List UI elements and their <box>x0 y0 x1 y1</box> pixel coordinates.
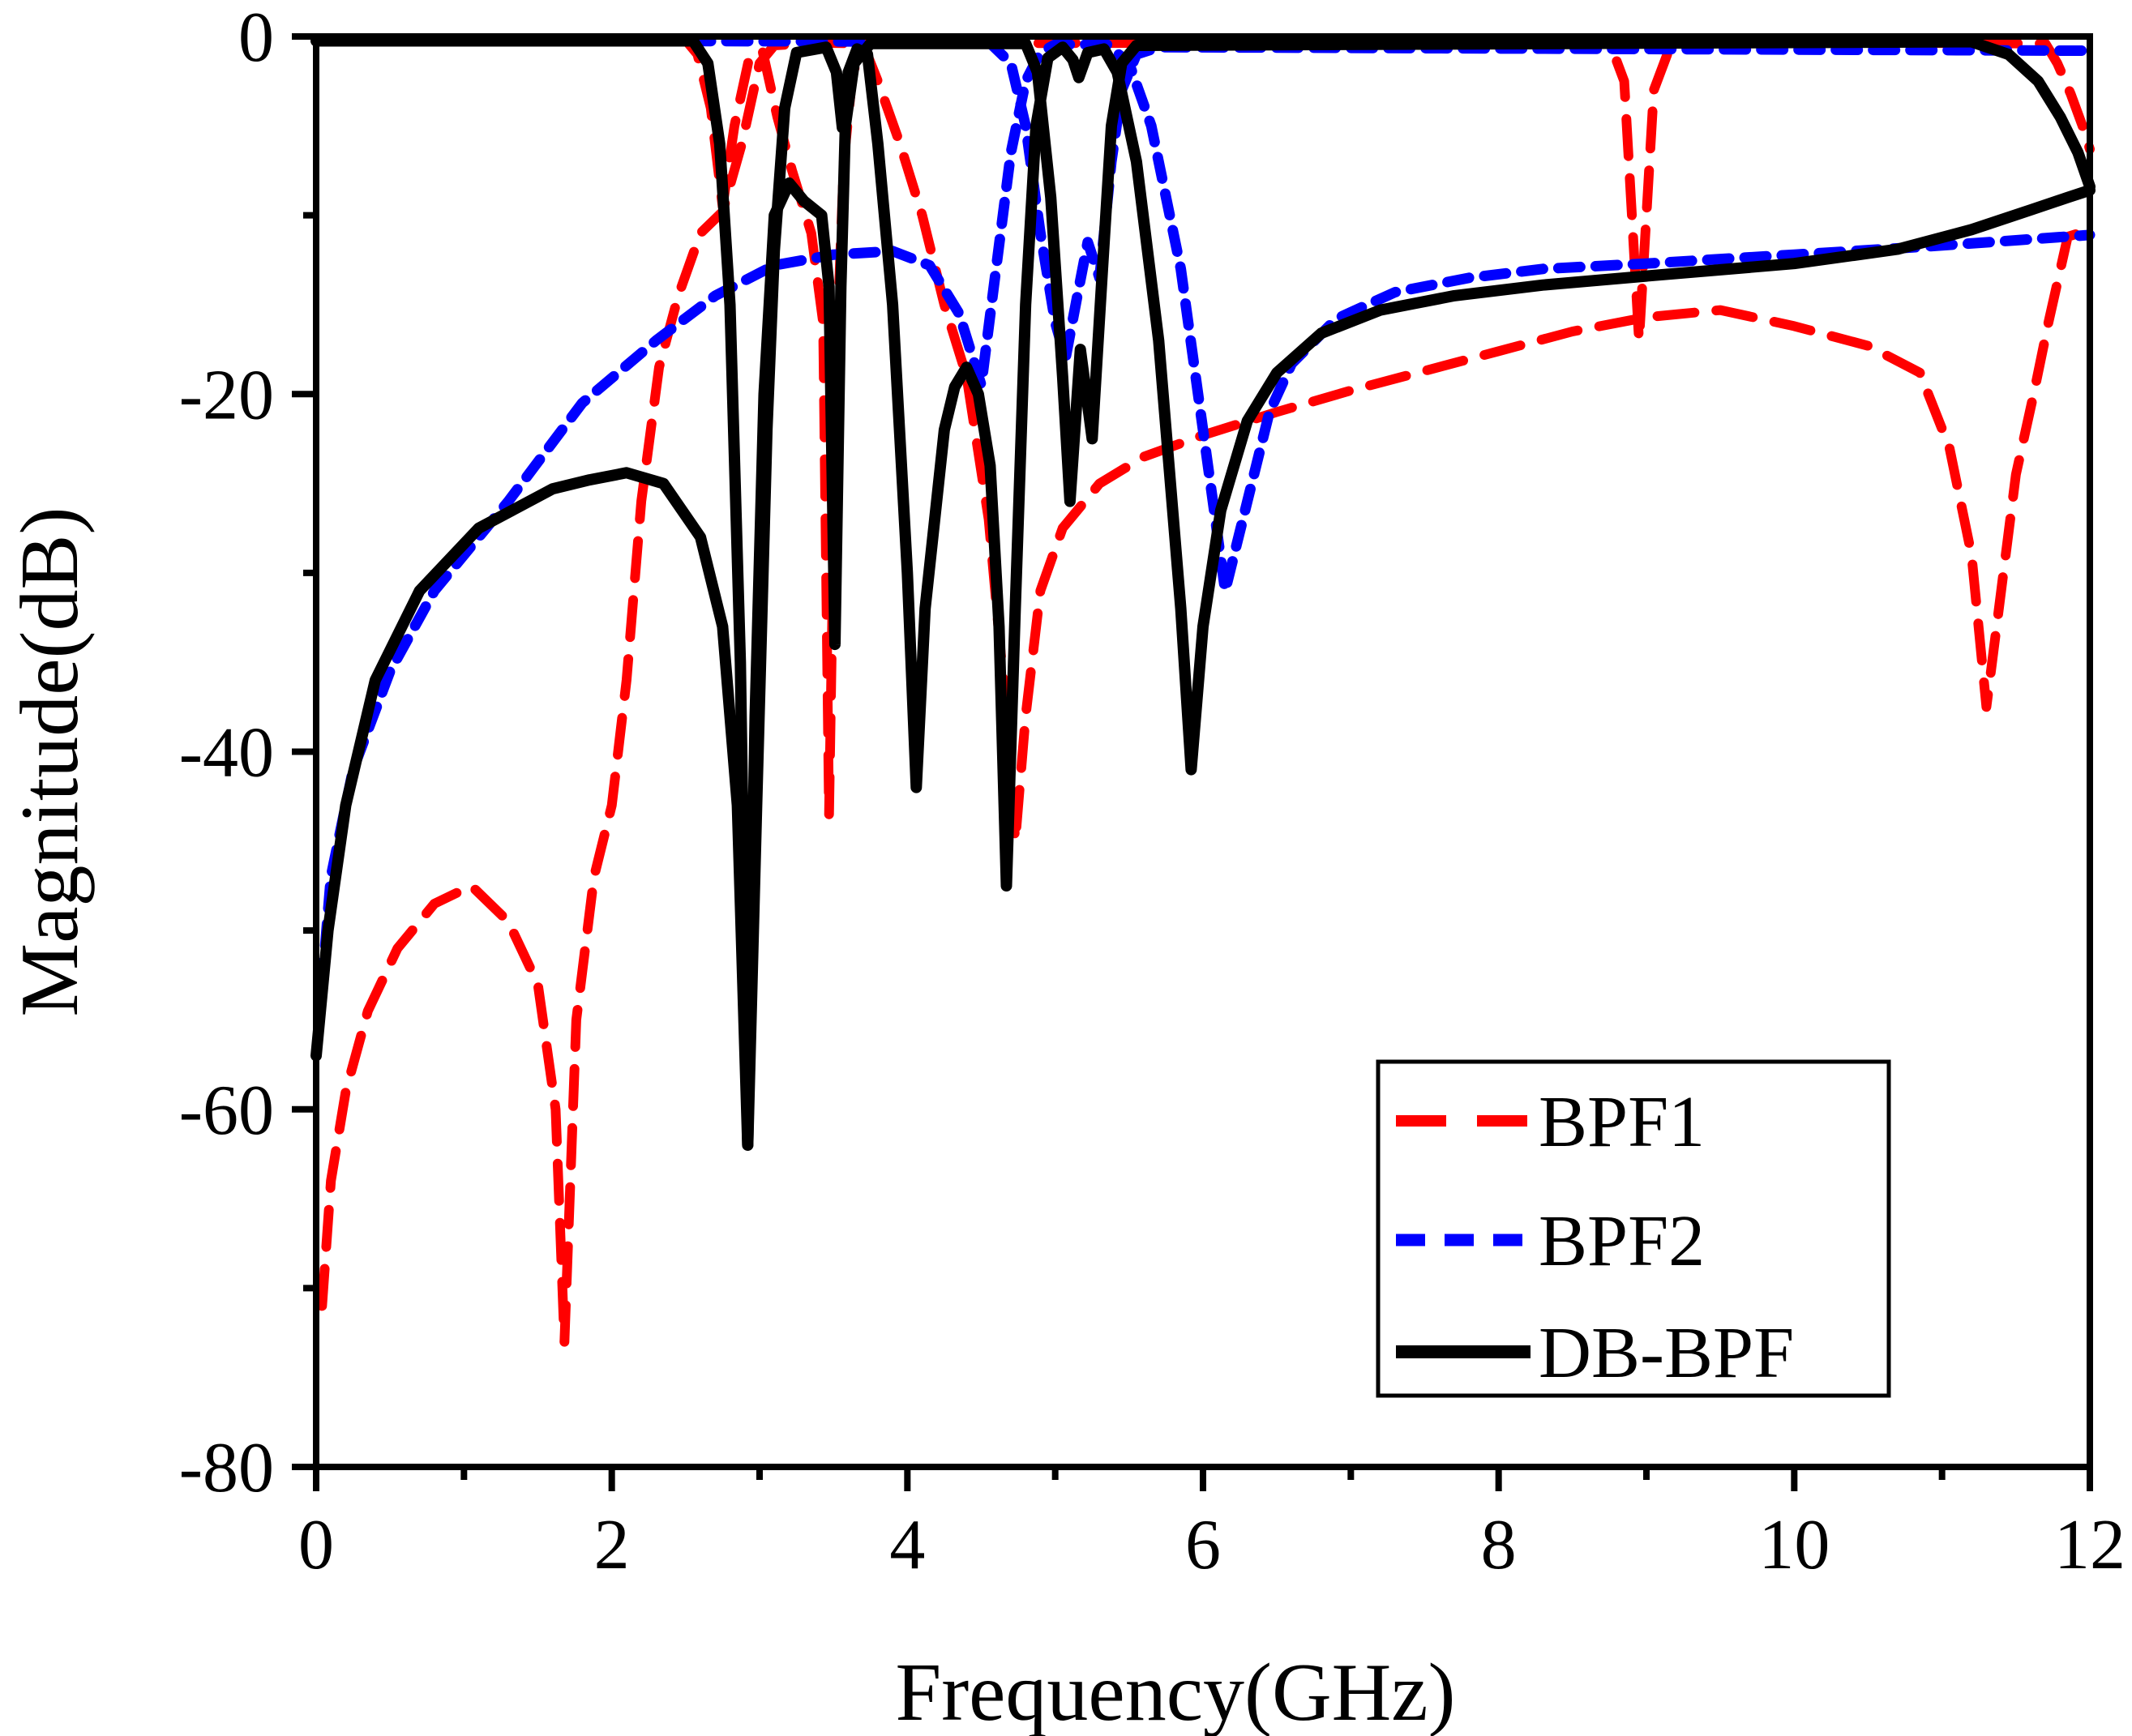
y-tick-label: -40 <box>179 714 274 793</box>
y-tick-label: -20 <box>179 356 274 434</box>
legend-label-bpf2: BPF2 <box>1539 1201 1705 1281</box>
tick-layer <box>292 33 2093 1491</box>
legend-box <box>1376 1059 1891 1398</box>
x-tick-label: 6 <box>1185 1506 1221 1584</box>
x-tick-label: 10 <box>1758 1506 1830 1584</box>
curve-layer <box>310 34 2096 1347</box>
tick-label-layer: 0 2 4 6 8 10 12 0 -20 -40 -60 -80 <box>179 0 2126 1584</box>
legend-label-bpf1: BPF1 <box>1539 1082 1705 1162</box>
x-tick-label: 8 <box>1481 1506 1517 1584</box>
y-tick-label: -80 <box>179 1429 274 1507</box>
db-bpf-s21-curve <box>310 41 2096 1151</box>
y-tick-label: -60 <box>179 1071 274 1150</box>
x-tick-label: 12 <box>2054 1506 2126 1584</box>
y-axis-title: Magnitude(dB) <box>4 507 96 1017</box>
x-tick-label: 0 <box>298 1506 334 1584</box>
bpf2-s11-curve <box>310 34 2096 364</box>
x-axis-title: Frequency(GHz) <box>895 1647 1455 1736</box>
legend-label-dbbpf: DB-BPF <box>1539 1313 1794 1393</box>
legend: BPF1 BPF2 DB-BPF <box>1376 1059 1891 1398</box>
bpf1-s21-curve <box>317 37 2095 1347</box>
bpf2-s21-curve <box>314 39 2096 1025</box>
y-tick-label: 0 <box>238 0 274 77</box>
x-tick-label: 4 <box>889 1506 925 1584</box>
x-tick-label: 2 <box>594 1506 630 1584</box>
